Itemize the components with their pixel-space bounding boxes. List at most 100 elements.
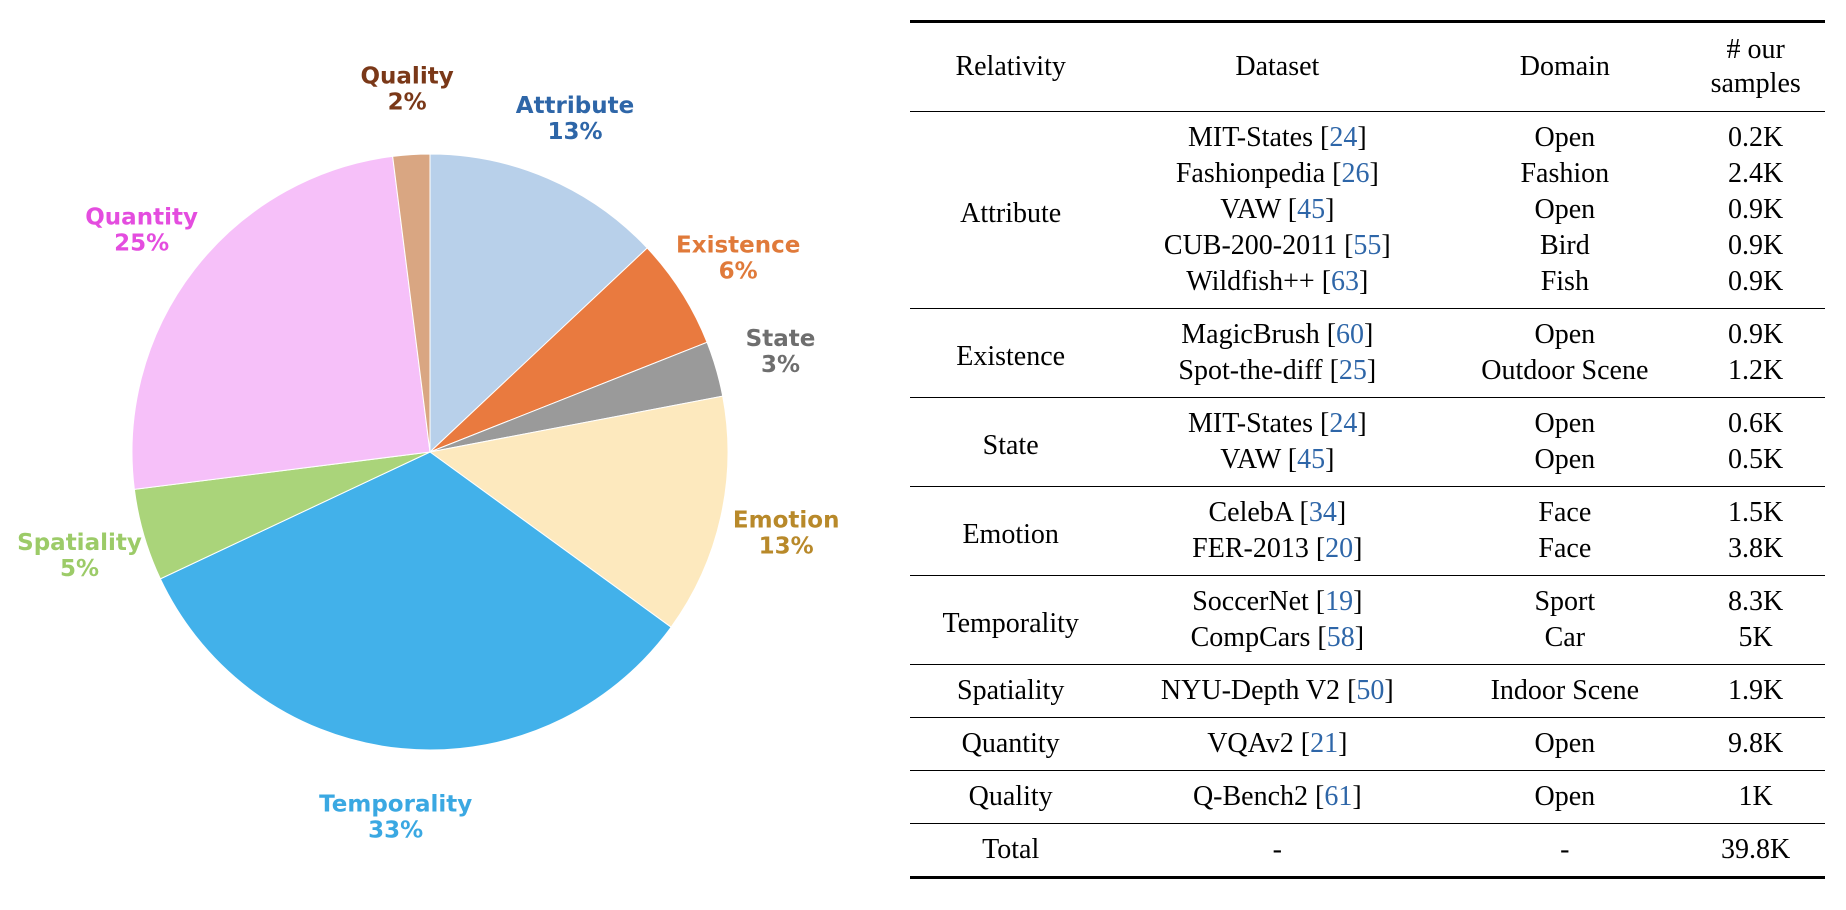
samples-cell: 1.2K — [1728, 355, 1784, 386]
dataset-table: Relativity Dataset Domain # our samples … — [910, 20, 1825, 879]
domain-cell: Sport — [1534, 586, 1596, 617]
table-row: Existence MagicBrush [60] Open 0.9K — [910, 309, 1825, 372]
citation-ref: 60 — [1336, 319, 1365, 350]
relativity-cell: Existence — [956, 341, 1066, 372]
citation-ref: 19 — [1325, 586, 1354, 617]
dataset-name: NYU-Depth V2 — [1160, 675, 1341, 706]
table-group: Temporality SoccerNet [19] Sport 8.3K CompCa… — [910, 576, 1825, 665]
citation-ref: 20 — [1325, 533, 1354, 564]
table-group: Attribute MIT-States [24] Open 0.2K Fashionp… — [910, 112, 1825, 309]
pie-label-percent: 13% — [759, 534, 814, 560]
samples-cell: 2.4K — [1728, 158, 1784, 189]
dataset-cell: SoccerNet [19] — [1192, 586, 1363, 617]
table-row: FER-2013 [20] Face 3.8K — [910, 531, 1825, 576]
table-row: CUB-200-2011 [55] Bird 0.9K — [910, 228, 1825, 264]
total-domain: - — [1560, 834, 1570, 865]
dataset-name: Wildfish++ — [1186, 266, 1315, 297]
pie-label-state: State 3% — [746, 326, 816, 378]
citation-ref: 58 — [1326, 622, 1355, 653]
samples-cell: 8.3K — [1728, 586, 1784, 617]
dataset-name: MIT-States — [1188, 408, 1313, 439]
table-header-row: Relativity Dataset Domain # our samples — [910, 22, 1825, 112]
pie-labels: Attribute 13%Existence 6%State 3%Emotion 13%… — [17, 64, 839, 844]
pie-label-name: Spatiality — [17, 530, 142, 556]
relativity-cell: Quantity — [961, 728, 1060, 759]
samples-cell: 1K — [1738, 781, 1773, 812]
pie-label-temporality: Temporality 33% — [319, 791, 472, 843]
dataset-cell: VAW [45] — [1220, 444, 1335, 475]
samples-cell: 0.9K — [1728, 319, 1784, 350]
pie-label-existence: Existence 6% — [676, 232, 800, 284]
dataset-name: VAW — [1220, 444, 1281, 475]
pie-label-name: Existence — [676, 232, 800, 258]
header-dataset: Dataset — [1235, 51, 1320, 82]
total-row: Total - - 39.8K — [910, 824, 1825, 878]
domain-cell: Fish — [1540, 266, 1589, 297]
dataset-cell: VQAv2 [21] — [1207, 728, 1348, 759]
samples-cell: 0.6K — [1728, 408, 1784, 439]
samples-cell: 0.9K — [1728, 194, 1784, 225]
domain-cell: Open — [1534, 408, 1596, 439]
table-row: Quantity VQAv2 [21] Open 9.8K — [910, 718, 1825, 771]
pie-label-quantity: Quantity 25% — [85, 204, 198, 256]
dataset-name: CompCars — [1190, 622, 1311, 653]
citation-ref: 25 — [1338, 355, 1367, 386]
pie-label-emotion: Emotion 13% — [733, 508, 840, 560]
table-row: VAW [45] Open 0.5K — [910, 442, 1825, 487]
relativity-cell: State — [982, 430, 1039, 461]
citation-ref: 55 — [1353, 230, 1382, 261]
dataset-cell: Wildfish++ [63] — [1186, 266, 1369, 297]
pie-slice-quantity — [131, 155, 431, 490]
pie-label-spatiality: Spatiality 5% — [17, 530, 142, 582]
citation-ref: 61 — [1324, 781, 1353, 812]
relativity-cell: Attribute — [960, 198, 1062, 229]
samples-cell: 0.5K — [1728, 444, 1784, 475]
table-row: Temporality SoccerNet [19] Sport 8.3K — [910, 576, 1825, 639]
header-relativity: Relativity — [955, 51, 1066, 82]
samples-cell: 0.9K — [1728, 230, 1784, 261]
samples-cell: 3.8K — [1728, 533, 1784, 564]
pie-slice-temporality — [159, 451, 672, 751]
domain-cell: Open — [1534, 122, 1596, 153]
domain-cell: Fashion — [1520, 158, 1610, 189]
dataset-name: MagicBrush — [1181, 319, 1320, 350]
dataset-cell: MIT-States [24] — [1188, 122, 1367, 153]
samples-cell: 0.9K — [1728, 266, 1784, 297]
dataset-cell: CelebA [34] — [1208, 497, 1347, 528]
header-domain: Domain — [1519, 51, 1610, 82]
dataset-cell: FER-2013 [20] — [1192, 533, 1363, 564]
citation-ref: 45 — [1297, 194, 1326, 225]
domain-cell: Bird — [1539, 230, 1590, 261]
citation-ref: 34 — [1308, 497, 1337, 528]
dataset-cell: VAW [45] — [1220, 194, 1335, 225]
dataset-name: Spot-the-diff — [1178, 355, 1323, 386]
dataset-name: MIT-States — [1188, 122, 1313, 153]
dataset-cell: Fashionpedia [26] — [1175, 158, 1379, 189]
citation-ref: 63 — [1331, 266, 1360, 297]
dataset-name: FER-2013 — [1192, 533, 1309, 564]
pie-label-percent: 33% — [368, 817, 423, 843]
domain-cell: Face — [1538, 497, 1592, 528]
pie-label-percent: 13% — [547, 119, 602, 145]
domain-cell: Open — [1534, 444, 1596, 475]
citation-ref: 45 — [1297, 444, 1326, 475]
header-samples-line1: # our — [1726, 34, 1785, 65]
relativity-cell: Emotion — [962, 519, 1059, 550]
dataset-cell: Q-Bench2 [61] — [1192, 781, 1362, 812]
table-group: Existence MagicBrush [60] Open 0.9K Spot-the… — [910, 309, 1825, 398]
domain-cell: Outdoor Scene — [1481, 355, 1649, 386]
total-label: Total — [982, 834, 1040, 865]
dataset-name: Fashionpedia — [1175, 158, 1326, 189]
domain-cell: Car — [1544, 622, 1586, 653]
domain-cell: Open — [1534, 781, 1596, 812]
domain-cell: Face — [1538, 533, 1592, 564]
citation-ref: 21 — [1310, 728, 1339, 759]
table-group: State MIT-States [24] Open 0.6K VAW [45] Open… — [910, 398, 1825, 487]
pie-slice-attribute — [429, 153, 648, 454]
domain-cell: Open — [1534, 319, 1596, 350]
pie-label-name: State — [746, 326, 816, 352]
table-row: VAW [45] Open 0.9K — [910, 192, 1825, 228]
table-group: Spatiality NYU-Depth V2 [50] Indoor Scene 1… — [910, 665, 1825, 718]
dataset-cell: NYU-Depth V2 [50] — [1160, 675, 1394, 706]
table-row: Spot-the-diff [25] Outdoor Scene 1.2K — [910, 353, 1825, 398]
